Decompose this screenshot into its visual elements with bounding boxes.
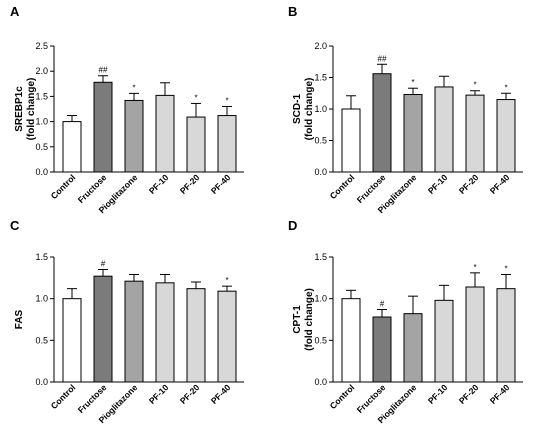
bar-control [62,298,82,383]
y-tick-label: 0.5 [314,136,327,146]
bar-fructose [93,275,113,383]
bar-pf-20 [465,94,485,173]
y-tick-label: 2.0 [314,41,327,51]
x-category-label: PF-40 [209,172,233,196]
bar-fructose [372,316,392,383]
y-tick-label: 0.0 [35,167,48,177]
y-axis-label-line: SREBP1c [14,86,25,132]
y-axis-label-line: FAS [14,309,25,329]
y-tick-label: 2.0 [35,66,48,76]
y-tick-label: 1.0 [35,117,48,127]
bar-pf-10 [155,94,175,173]
bar-pf-20 [186,116,206,173]
bar-pioglitazone [124,99,144,173]
x-category-label: PF-10 [147,172,171,196]
significance-marker: ## [378,54,387,63]
bar-pf-20 [465,286,485,383]
bar-pf-10 [155,282,175,383]
y-axis-label-line: SCD-1 [292,94,303,124]
bar-pf-10 [434,86,454,173]
panel-letter: C [10,218,20,233]
x-category-label: PF-20 [457,382,481,406]
x-category-label: PF-40 [488,382,512,406]
y-axis-label: SREBP1c(fold change) [14,78,37,141]
y-tick-label: 0.5 [35,335,48,345]
bar-pioglitazone [403,94,423,173]
y-tick-label: 1.5 [314,252,327,262]
y-axis-label-line: (fold change) [304,78,315,141]
panel-a: A SREBP1c(fold change) 0.0 0.5 1.0 1.5 2.0 2.5 C… [10,4,244,215]
panel-c: CFAS0.00.51.01.5Control#FructosePioglita… [10,218,244,425]
bar-pf-40 [217,115,237,173]
panel-letter: A [10,4,20,19]
bar-fructose [372,73,392,173]
bar-fructose [93,81,113,173]
x-category-label: PF-40 [209,382,233,406]
bar-control [62,121,82,173]
significance-marker: * [225,276,228,285]
y-axis-label: CPT-1(fold change) [292,288,315,351]
x-category-label: Control [328,382,357,411]
bar-pf-40 [496,288,516,383]
significance-marker: * [225,96,228,105]
bar-pf-10 [434,299,454,383]
significance-marker: * [504,265,507,274]
y-tick-label: 2.5 [35,41,48,51]
x-category-label: PF-10 [426,172,450,196]
significance-marker: # [380,300,385,309]
panel-letter: B [288,4,297,19]
y-axis-label: SCD-1(fold change) [292,78,315,141]
y-axis-label-line: CPT-1 [292,305,303,334]
bar-pioglitazone [403,313,423,383]
y-axis-label: FAS [14,309,25,329]
significance-marker: * [194,93,197,102]
y-tick-label: 0.0 [314,377,327,387]
significance-marker: * [504,83,507,92]
significance-marker: * [132,83,135,92]
x-category-label: PF-10 [147,382,171,406]
y-tick-label: 1.5 [314,73,327,83]
significance-marker: * [411,78,414,87]
x-category-label: PF-20 [178,382,202,406]
y-tick-label: 1.0 [314,104,327,114]
bar-control [341,298,361,383]
bar-pf-40 [496,99,516,173]
bar-pioglitazone [124,280,144,383]
x-category-label: Control [328,172,357,201]
y-axis-label-line: (fold change) [26,78,37,141]
significance-marker: ## [99,66,108,75]
y-tick-label: 0.5 [314,335,327,345]
panel-b: B SCD-1(fold change) 0.0 0.5 1.0 1.5 2.0 Contro… [288,4,523,215]
y-tick-label: 1.5 [35,91,48,101]
significance-marker: * [473,263,476,272]
bar-pf-40 [217,290,237,383]
x-category-label: PF-20 [457,172,481,196]
y-axis-label-line: (fold change) [304,288,315,351]
bar-control [341,108,361,173]
y-tick-label: 0.0 [314,167,327,177]
bar-pf-20 [186,288,206,383]
x-category-label: PF-20 [178,172,202,196]
significance-marker: * [473,81,476,90]
x-category-label: Control [49,172,78,201]
x-category-label: Control [49,382,78,411]
y-tick-label: 0.5 [35,142,48,152]
y-tick-label: 1.5 [35,252,48,262]
x-category-label: PF-40 [488,172,512,196]
significance-marker: # [101,260,106,269]
y-tick-label: 1.0 [35,294,48,304]
x-category-label: PF-10 [426,382,450,406]
panel-letter: D [288,218,297,233]
y-tick-label: 0.0 [35,377,48,387]
y-tick-label: 1.0 [314,294,327,304]
